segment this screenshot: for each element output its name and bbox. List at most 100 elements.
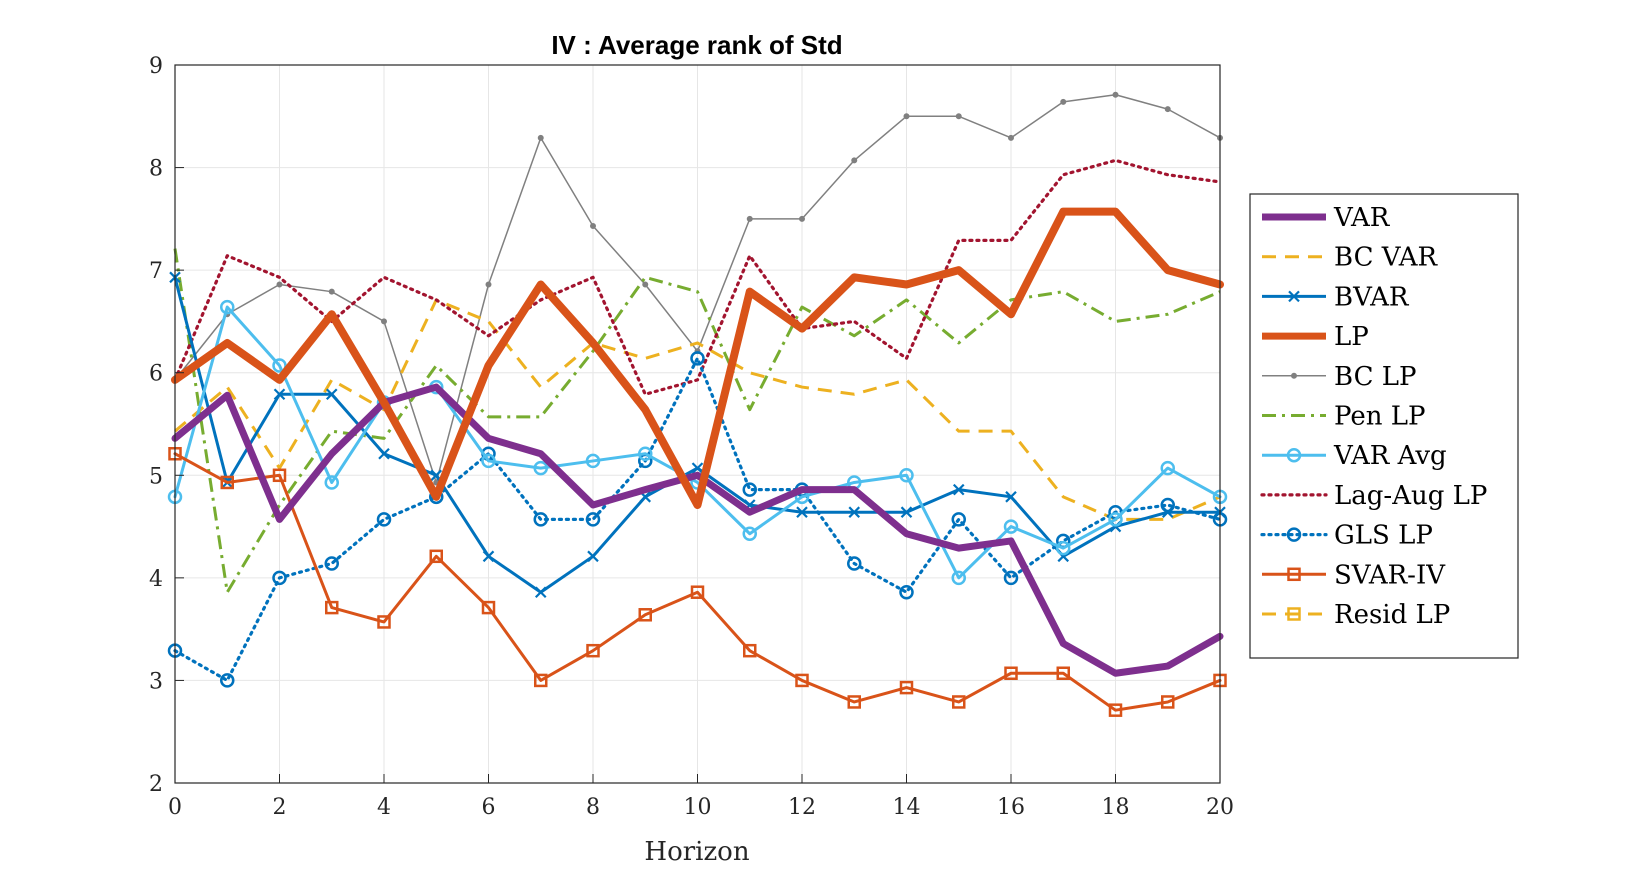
legend-label: BVAR	[1334, 282, 1410, 312]
legend-item: VAR	[1262, 203, 1391, 233]
data-point	[537, 134, 544, 141]
data-point	[381, 318, 387, 325]
data-point	[690, 351, 705, 366]
data-point	[1108, 512, 1123, 527]
data-point	[951, 570, 966, 586]
data-point	[951, 512, 966, 527]
legend: VAR BC VAR BVAR LP BC LP Pen LP VAR Avg Lag-Aug…	[1249, 193, 1519, 659]
data-point	[690, 585, 705, 599]
legend-marker	[1287, 607, 1301, 621]
series-layer	[167, 91, 1228, 717]
x-axis-label: Horizon	[644, 837, 749, 867]
legend-item: SVAR-IV	[1262, 560, 1446, 590]
x-tick-label: 4	[377, 795, 391, 820]
data-point	[1164, 106, 1171, 113]
data-point	[1004, 666, 1018, 680]
data-point	[851, 157, 858, 164]
x-tick-label: 16	[997, 795, 1025, 820]
data-point	[1005, 491, 1017, 503]
data-point	[587, 550, 599, 563]
data-point	[955, 113, 962, 120]
data-point	[899, 584, 914, 600]
series-line	[173, 356, 1222, 683]
data-point	[742, 526, 757, 542]
data-point	[638, 446, 653, 461]
data-point	[325, 388, 338, 401]
series-var	[171, 383, 1224, 677]
x-tick-label: 0	[168, 795, 182, 820]
legend-item: BC VAR	[1262, 243, 1439, 273]
data-point	[272, 358, 287, 373]
data-point	[1160, 497, 1175, 513]
data-point	[585, 512, 601, 527]
data-point	[848, 506, 861, 518]
data-point	[847, 695, 861, 709]
legend-item: GLS LP	[1260, 521, 1433, 551]
legend-label: Pen LP	[1334, 402, 1425, 432]
data-point	[638, 608, 652, 622]
data-point	[276, 281, 283, 288]
legend-marker	[1287, 567, 1301, 582]
data-point	[1056, 540, 1071, 556]
data-point	[900, 506, 913, 518]
chart-title: IV : Average rank of Std	[551, 30, 842, 60]
data-point	[903, 113, 910, 120]
data-point	[952, 695, 966, 709]
legend-item: Resid LP	[1262, 600, 1450, 630]
data-point	[1112, 91, 1119, 98]
x-tick-label: 14	[893, 795, 921, 820]
data-point	[795, 673, 809, 688]
data-point	[272, 570, 287, 586]
y-tick-label: 5	[149, 464, 163, 489]
legend-label: Resid LP	[1334, 600, 1450, 630]
data-point	[743, 643, 757, 658]
data-point	[376, 512, 392, 527]
data-point	[742, 482, 757, 497]
legend-label: VAR	[1333, 203, 1391, 233]
y-tick-label: 9	[149, 54, 163, 79]
y-tick-label: 8	[149, 157, 163, 182]
data-point	[586, 643, 600, 658]
x-tick-label: 18	[1102, 795, 1130, 820]
x-tick-label: 10	[684, 795, 712, 820]
series-line	[171, 383, 1224, 677]
legend-marker	[1286, 527, 1302, 542]
legend-label: BC LP	[1334, 362, 1417, 392]
data-point	[899, 468, 914, 483]
data-point	[481, 600, 496, 615]
legend-item: Pen LP	[1262, 402, 1425, 432]
series-lp	[171, 207, 1224, 510]
data-point	[1060, 98, 1067, 105]
data-point	[952, 483, 965, 496]
series-line	[174, 298, 1221, 521]
data-point	[1056, 666, 1070, 680]
data-point	[1160, 460, 1175, 476]
x-tick-label: 6	[482, 795, 496, 820]
data-point	[377, 615, 391, 629]
data-point	[485, 281, 492, 288]
legend-item: BC LP	[1262, 362, 1417, 392]
legend-item: Lag-Aug LP	[1260, 481, 1487, 511]
data-point	[429, 549, 443, 564]
legend-label: GLS LP	[1334, 521, 1433, 551]
legend-label: LP	[1334, 322, 1369, 352]
legend-label: VAR Avg	[1333, 441, 1447, 471]
data-point	[1008, 134, 1014, 141]
data-point	[324, 556, 339, 571]
data-point	[220, 475, 234, 490]
data-point	[585, 453, 601, 469]
x-tick-label: 2	[273, 795, 287, 820]
y-tick-label: 7	[149, 259, 163, 284]
series-line	[173, 452, 1222, 712]
data-point	[1003, 519, 1019, 534]
data-point	[324, 475, 339, 490]
data-point	[1108, 703, 1123, 717]
data-point	[533, 460, 548, 476]
data-point	[378, 447, 390, 460]
data-point	[534, 586, 547, 598]
data-point	[482, 550, 495, 563]
data-point	[899, 680, 914, 695]
legend-marker	[1286, 447, 1302, 463]
